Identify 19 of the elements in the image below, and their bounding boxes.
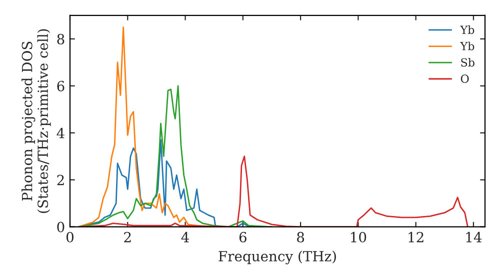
y-tick-label: 8	[57, 34, 64, 44]
legend-label: Yb	[460, 42, 474, 50]
x-tick-label: 14	[466, 232, 482, 242]
legend-label: O	[460, 74, 469, 83]
y-axis-title: Phonon projected DOS (States/THz·primitive cell)	[22, 29, 51, 213]
x-tick-label: 6	[239, 232, 246, 242]
legend-label: Yb	[460, 25, 474, 34]
y-tick-label: 4	[56, 128, 64, 138]
x-tick-label: 10	[351, 232, 366, 242]
x-tick-label: 0	[66, 232, 74, 242]
x-tick-label: 12	[408, 232, 424, 242]
y-tick-label: 0	[57, 222, 64, 232]
x-tick-label: 2	[124, 232, 131, 242]
y-tick-label: 2	[57, 174, 64, 186]
x-axis-title: Frequency (THz)	[218, 250, 336, 264]
x-tick-label: 4	[181, 232, 189, 242]
legend-label: Sb	[461, 58, 474, 67]
y-tick-label: 6	[57, 80, 64, 92]
x-tick-label: 8	[297, 232, 304, 242]
